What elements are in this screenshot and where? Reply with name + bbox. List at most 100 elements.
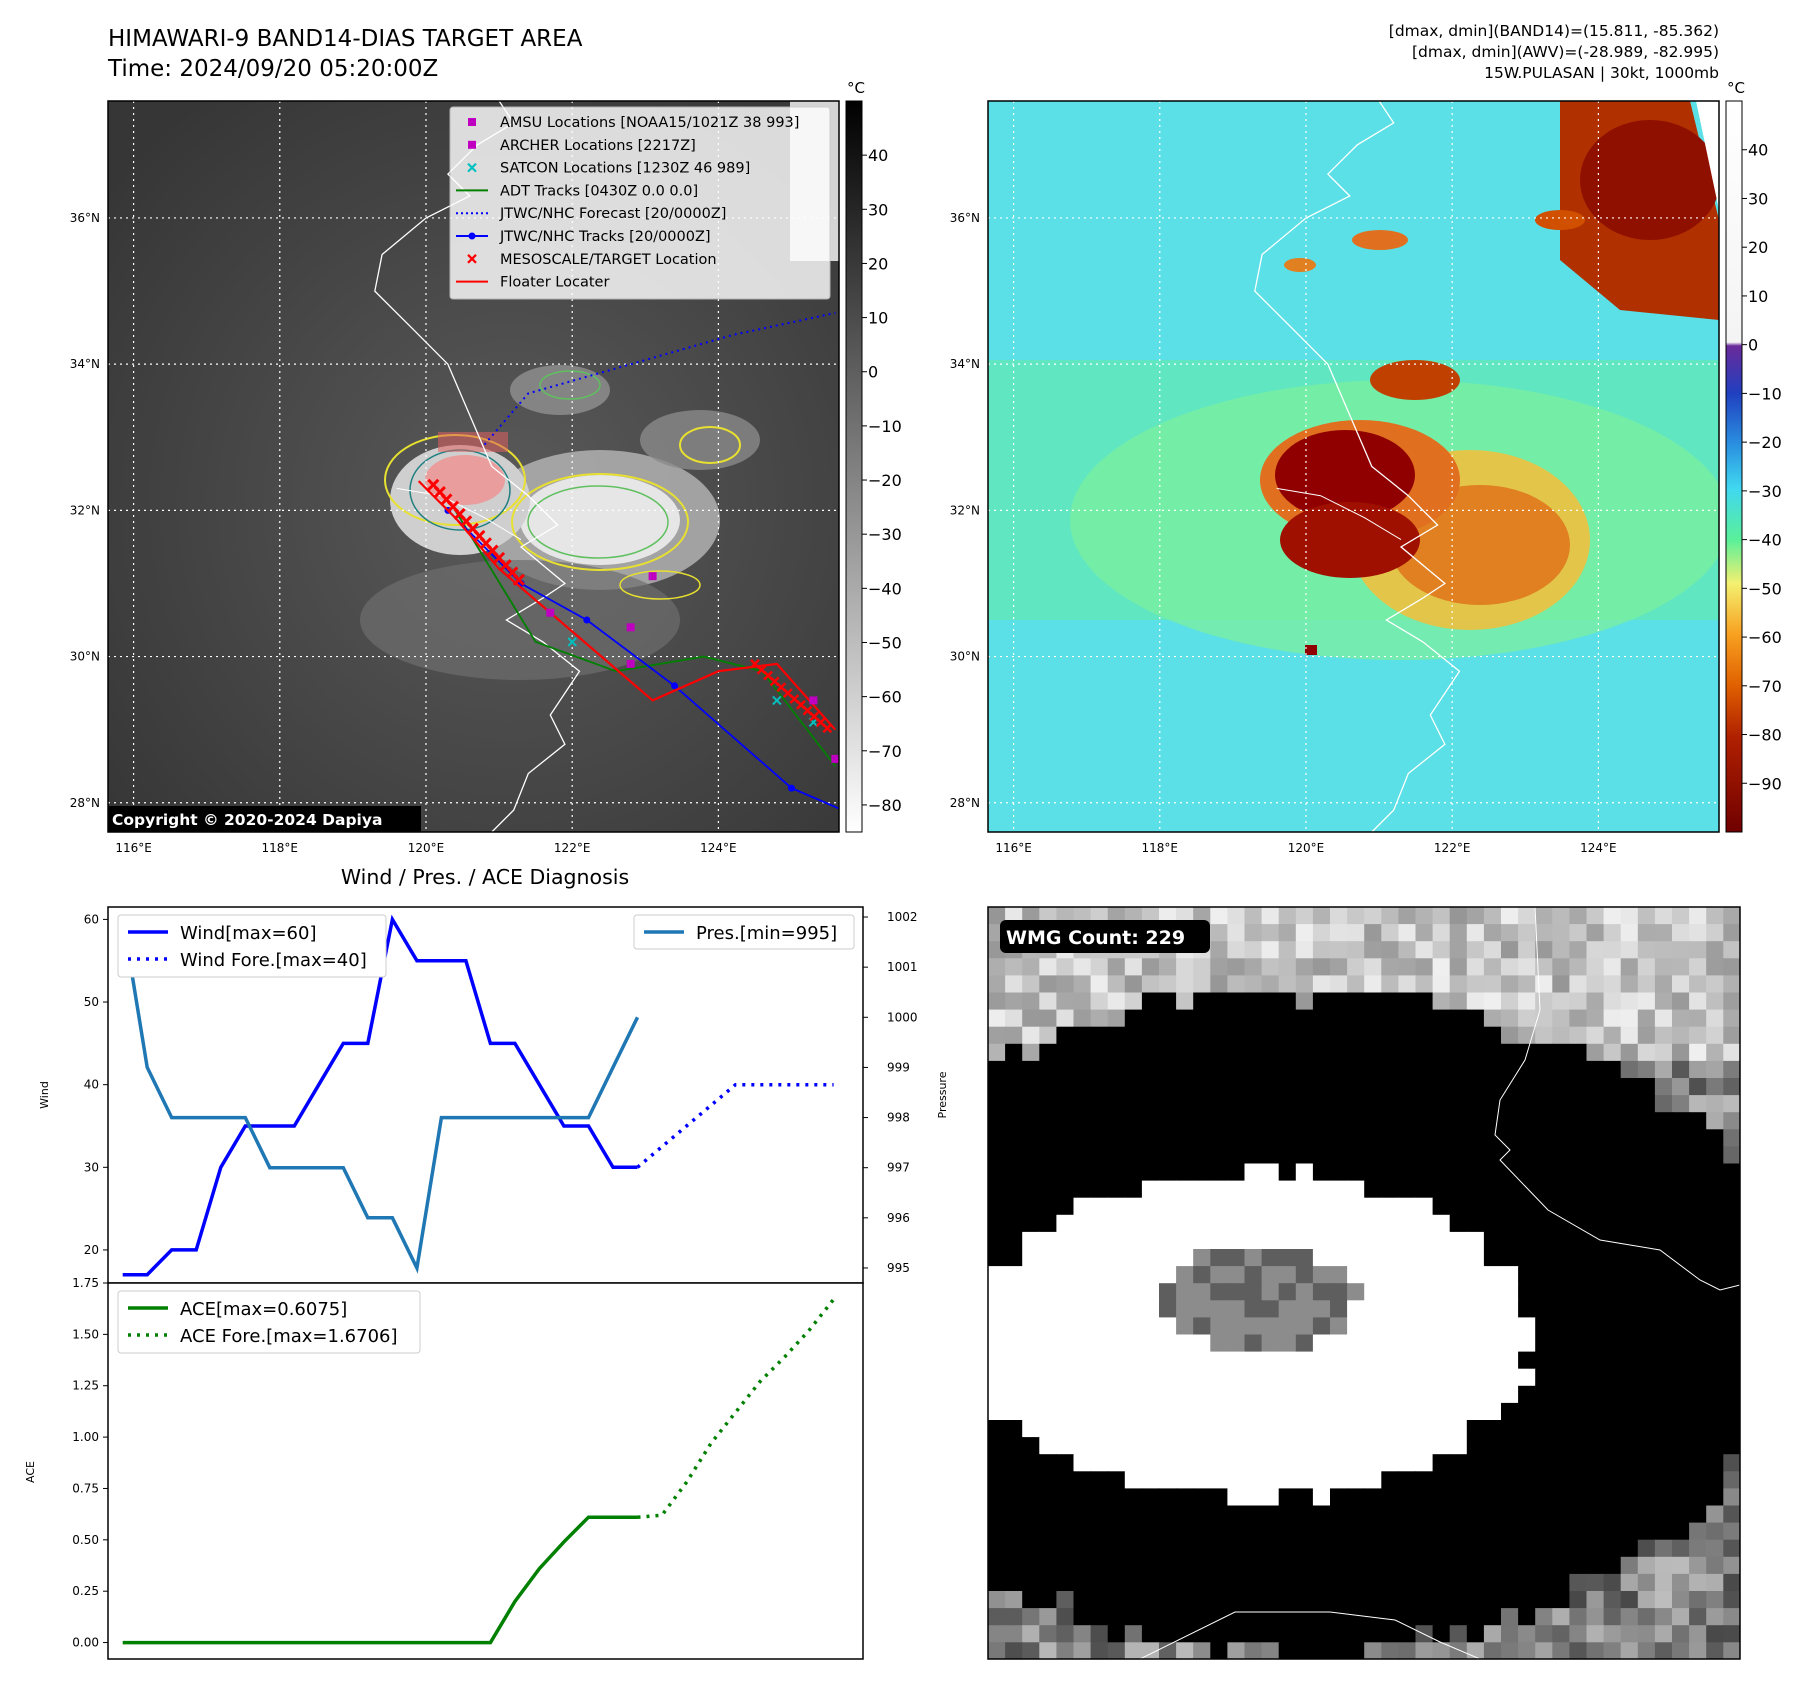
wmg-cell xyxy=(1620,1146,1639,1165)
pressure-legend-label: Pres.[min=995] xyxy=(696,923,837,944)
wmg-cell xyxy=(1107,992,1126,1011)
amsu-marker xyxy=(626,659,635,668)
wmg-cell xyxy=(1637,1009,1656,1028)
wmg-cell xyxy=(1090,1368,1109,1387)
wmg-cell xyxy=(1022,1334,1040,1353)
wmg-cell xyxy=(1518,1009,1536,1028)
wmg-cell xyxy=(1654,1197,1673,1216)
wmg-cell xyxy=(1569,1454,1588,1472)
wmg-cell xyxy=(1706,1163,1724,1182)
wmg-cell xyxy=(1278,1009,1297,1028)
ace-legend-label: ACE Fore.[max=1.6706] xyxy=(180,1326,398,1347)
wmg-cell xyxy=(1330,1026,1348,1045)
wmg-cell xyxy=(1501,1283,1519,1301)
wmg-cell xyxy=(1381,1129,1399,1147)
wmg-cell xyxy=(1244,1608,1263,1626)
wmg-cell xyxy=(1107,1283,1126,1301)
wmg-cell xyxy=(1518,1591,1536,1609)
wmg-cell xyxy=(1278,1420,1297,1438)
wmg-cell xyxy=(1518,1608,1536,1626)
ir-lat-tick-label: 32°N xyxy=(70,503,100,517)
wmg-cell xyxy=(1176,1454,1194,1472)
wmg-cell xyxy=(1654,1317,1673,1336)
wmg-cell xyxy=(1261,992,1280,1011)
wmg-cell xyxy=(1159,1317,1177,1336)
wmg-cell xyxy=(1347,1334,1365,1353)
wmg-cell xyxy=(1090,1163,1109,1182)
wmg-cell xyxy=(1518,1317,1536,1336)
wmg-cell xyxy=(1637,1454,1656,1472)
wmg-cell xyxy=(1620,1043,1639,1062)
wmg-cell xyxy=(1518,1573,1536,1592)
wmg-cell xyxy=(1654,1146,1673,1165)
wmg-cell xyxy=(1107,1214,1126,1233)
wmg-cell xyxy=(1193,1351,1211,1370)
wmg-cell xyxy=(1330,1283,1348,1301)
wmg-cell xyxy=(1501,1437,1519,1455)
wmg-cell xyxy=(1637,1385,1656,1404)
wmg-cell xyxy=(1466,1402,1485,1421)
wmg-cell xyxy=(1654,1573,1673,1592)
wmg-cell xyxy=(1227,1351,1246,1370)
wmg-cell xyxy=(1586,1402,1605,1421)
wmg-cell xyxy=(1501,1402,1519,1421)
wmg-cell xyxy=(1295,1385,1314,1404)
wmg-cell xyxy=(1501,924,1519,942)
wmg-cell xyxy=(1039,1266,1057,1284)
wmg-cell xyxy=(1295,1249,1314,1267)
amsu-marker xyxy=(546,608,555,617)
wmg-cell xyxy=(1244,1163,1263,1182)
wmg-cell xyxy=(1501,1573,1519,1592)
wmg-cell xyxy=(1278,1522,1297,1541)
wmg-cell xyxy=(1278,1095,1297,1113)
wmg-cell xyxy=(1022,1420,1040,1438)
wmg-cell xyxy=(1706,1625,1724,1643)
wmg-cell xyxy=(988,1112,1006,1130)
wmg-cell xyxy=(1227,1591,1246,1609)
wmg-cell xyxy=(1056,958,1075,976)
wmg-cell xyxy=(1159,1300,1177,1318)
wmg-cell xyxy=(1689,1437,1707,1455)
ace-series-0 xyxy=(122,1515,638,1645)
wmg-cell xyxy=(1056,1214,1075,1233)
wmg-cell xyxy=(1483,1385,1502,1404)
legend-label: ADT Tracks [0430Z 0.0 0.0] xyxy=(500,183,698,199)
wmg-cell xyxy=(1654,1009,1673,1028)
wmg-cell xyxy=(1415,1420,1434,1438)
wmg-cell xyxy=(1073,1591,1092,1609)
wmg-cell xyxy=(1552,1351,1570,1370)
wmg-cell xyxy=(1073,1249,1092,1267)
wmg-cell xyxy=(1706,1454,1724,1472)
wmg-cell xyxy=(1535,1163,1553,1182)
wmg-cell xyxy=(1483,1180,1502,1199)
wmg-cell xyxy=(1689,1249,1707,1267)
wmg-cell xyxy=(1466,1043,1485,1062)
wmg-cell xyxy=(1039,992,1057,1011)
wmg-cell xyxy=(1278,1283,1297,1301)
wmg-cell xyxy=(1398,992,1417,1011)
wmg-cell xyxy=(1672,992,1690,1011)
wmg-cell xyxy=(1415,1026,1434,1045)
wmg-cell xyxy=(1432,1573,1451,1592)
wmg-cell xyxy=(1654,1591,1673,1609)
wmg-cell xyxy=(1141,1488,1160,1507)
wmg-cell xyxy=(1176,1043,1194,1062)
wmg-cell xyxy=(1193,1112,1211,1130)
wmg-cell xyxy=(1261,1283,1280,1301)
wmg-cell xyxy=(1073,1129,1092,1147)
wmg-cell xyxy=(1706,992,1724,1011)
wmg-cell xyxy=(1723,1231,1740,1250)
wmg-cell xyxy=(1124,958,1143,976)
wmg-cell xyxy=(1415,1608,1434,1626)
ir-colorbar-tick-label: −80 xyxy=(868,796,902,815)
wmg-cell xyxy=(1415,1522,1434,1541)
wmg-cell xyxy=(1141,1300,1160,1318)
wmg-cell xyxy=(1193,1522,1211,1541)
wmg-cell xyxy=(1449,1522,1468,1541)
wmg-cell xyxy=(1620,1608,1639,1626)
wmg-cell xyxy=(1466,1060,1485,1079)
wmg-cell xyxy=(1483,941,1502,959)
wmg-cell xyxy=(1603,1608,1622,1626)
wmg-cell xyxy=(1330,1334,1348,1353)
wmg-cell xyxy=(1347,1642,1365,1659)
